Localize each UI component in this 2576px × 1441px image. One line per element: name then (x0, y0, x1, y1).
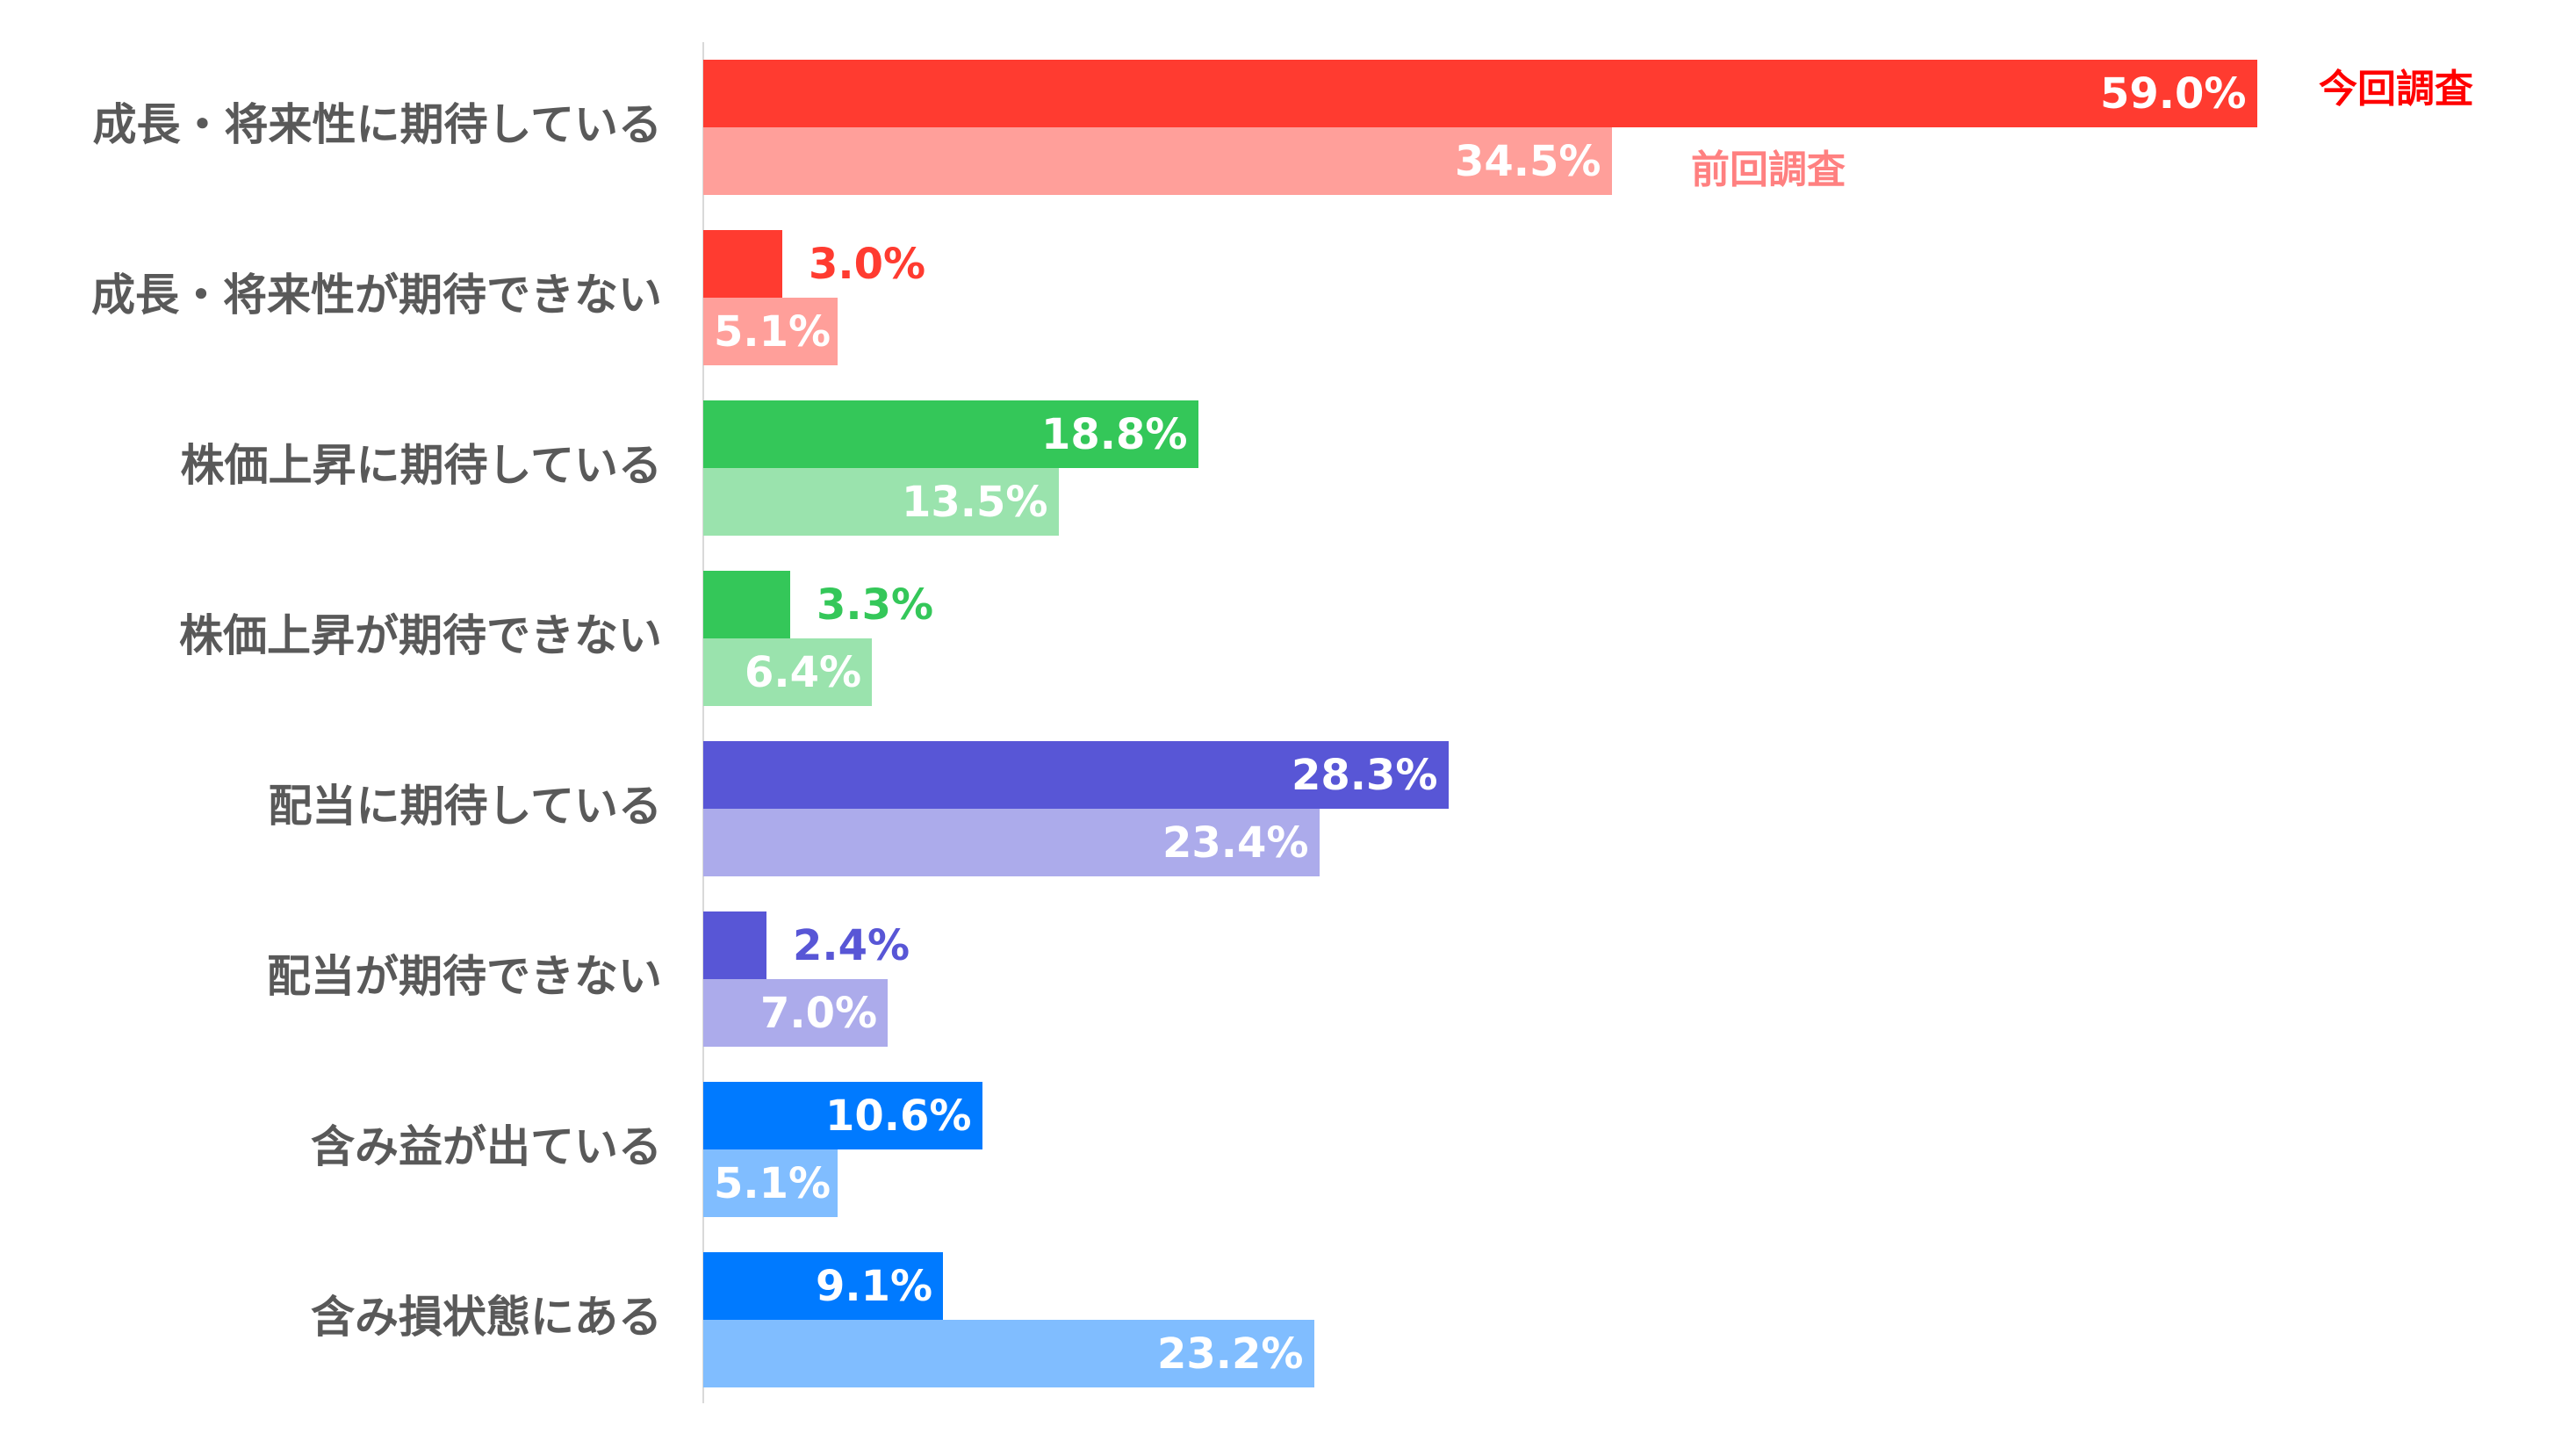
value-label-current-4: 28.3% (1292, 751, 1438, 800)
bar-previous-6 (703, 1149, 838, 1217)
bar-previous-7 (703, 1320, 1314, 1387)
category-label-0: 成長・将来性に期待している (92, 99, 663, 150)
category-label-2: 株価上昇に期待している (180, 440, 663, 491)
bar-current-7 (703, 1252, 943, 1320)
category-label-7: 含み損状態にある (311, 1292, 662, 1343)
value-label-previous-6: 5.1% (714, 1159, 831, 1208)
bar-current-6 (703, 1082, 982, 1149)
bar-previous-0 (703, 127, 1612, 195)
bar-current-4 (703, 741, 1449, 809)
category-label-4: 配当に期待している (268, 781, 663, 832)
bar-previous-4 (703, 809, 1320, 876)
value-label-previous-7: 23.2% (1157, 1329, 1304, 1379)
bar-current-5 (703, 911, 766, 979)
value-label-current-5: 2.4% (793, 921, 910, 970)
value-label-previous-2: 13.5% (902, 478, 1048, 527)
value-label-current-3: 3.3% (817, 580, 934, 630)
value-label-current-2: 18.8% (1041, 410, 1188, 459)
value-label-previous-5: 7.0% (760, 989, 878, 1038)
value-label-current-1: 3.0% (809, 240, 926, 289)
bar-current-3 (703, 571, 790, 638)
category-label-6: 含み益が出ている (311, 1121, 662, 1172)
value-label-previous-3: 6.4% (745, 648, 862, 697)
category-label-1: 成長・将来性が期待できない (91, 270, 662, 321)
legend-previous: 前回調査 (1691, 148, 1846, 192)
legend-current: 今回調査 (2319, 67, 2473, 112)
value-label-previous-1: 5.1% (714, 307, 831, 357)
value-label-current-6: 10.6% (825, 1092, 972, 1141)
bar-previous-2 (703, 468, 1059, 536)
bar-current-2 (703, 400, 1198, 468)
category-axis-line (702, 42, 704, 1403)
value-label-previous-4: 23.4% (1162, 818, 1309, 868)
value-label-current-7: 9.1% (816, 1262, 933, 1311)
value-label-current-0: 59.0% (2100, 69, 2247, 119)
bar-current-0 (703, 60, 2257, 127)
bar-previous-5 (703, 979, 888, 1047)
bar-current-1 (703, 230, 782, 298)
category-label-3: 株価上昇が期待できない (179, 610, 662, 661)
bar-previous-1 (703, 298, 838, 365)
bar-previous-3 (703, 638, 872, 706)
value-label-previous-0: 34.5% (1455, 137, 1601, 186)
category-label-5: 配当が期待できない (267, 951, 662, 1002)
